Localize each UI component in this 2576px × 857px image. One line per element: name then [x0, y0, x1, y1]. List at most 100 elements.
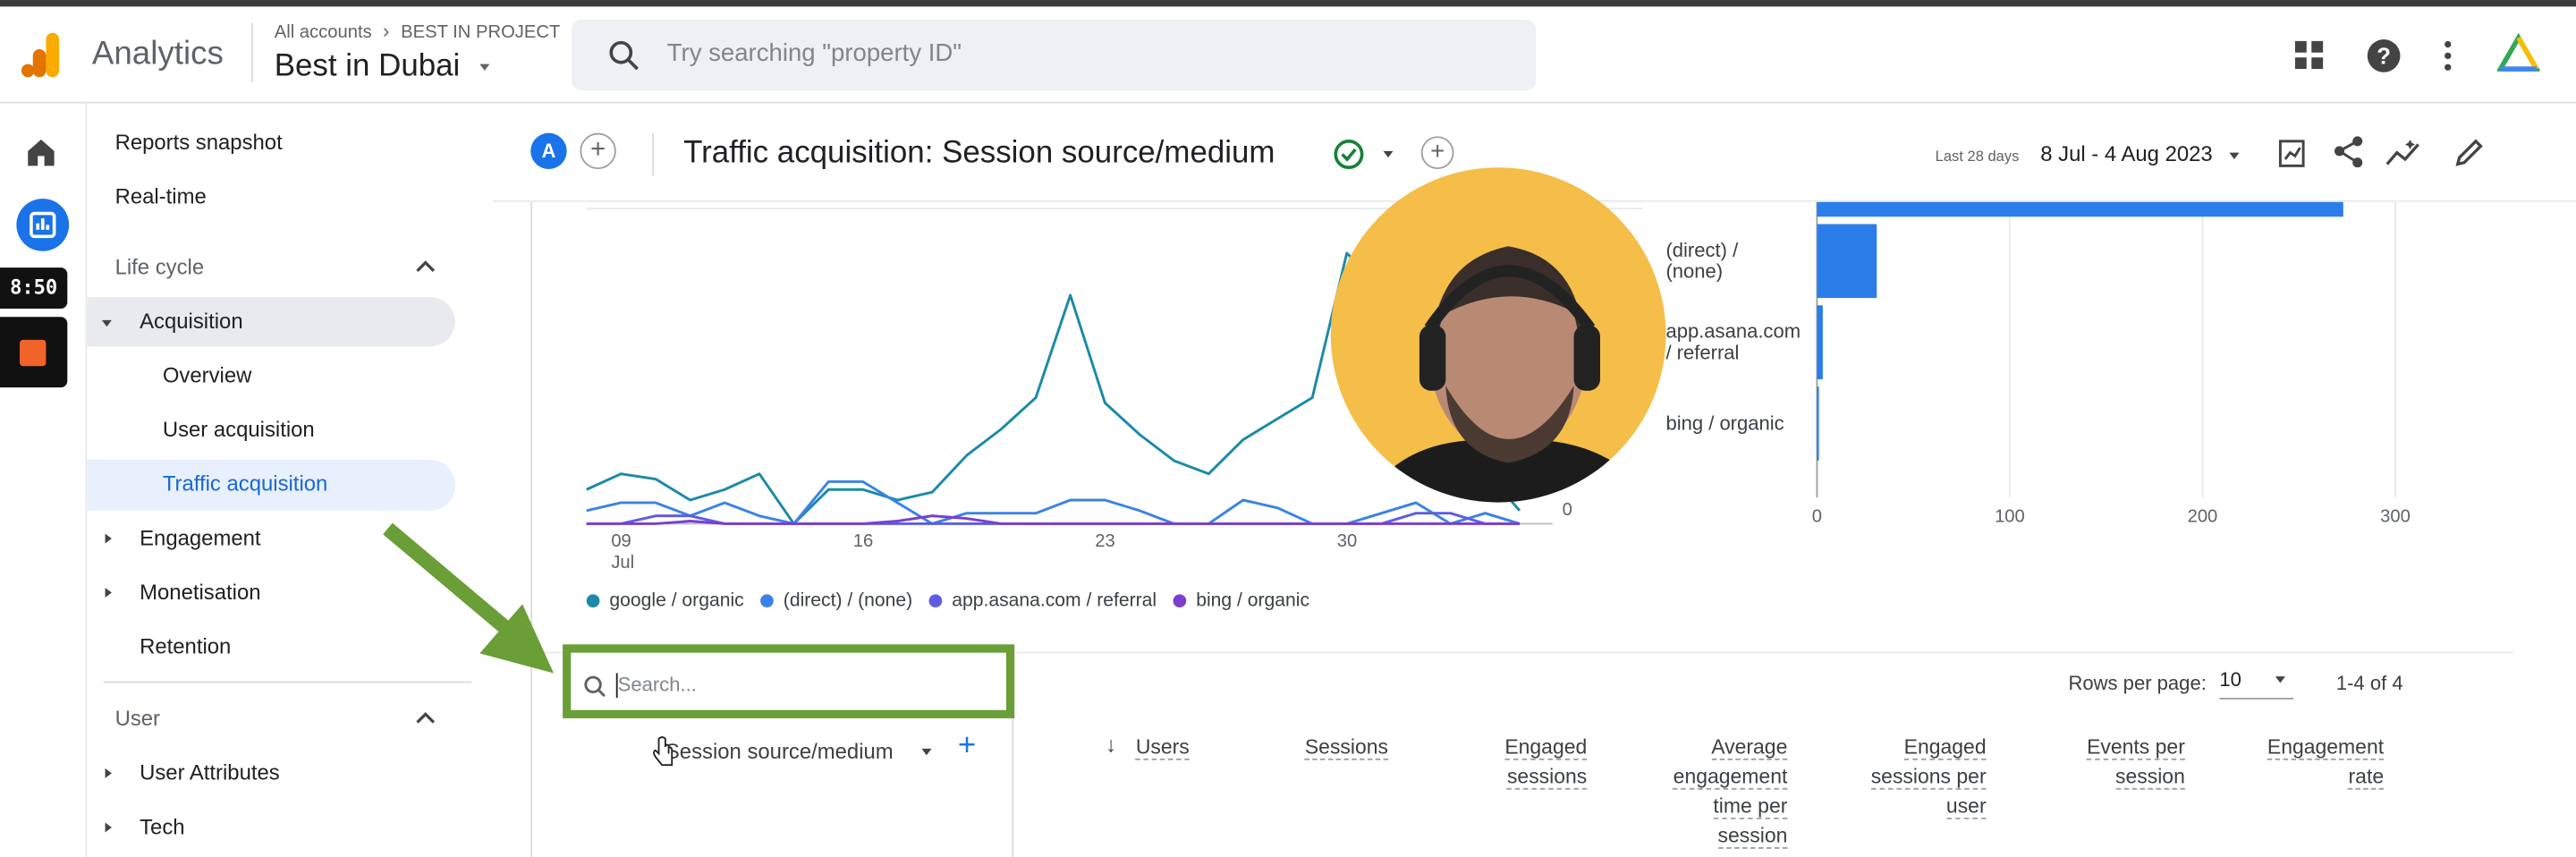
table-search[interactable]: Search...: [575, 657, 1005, 709]
nav-subitem-selected[interactable]: Traffic acquisition: [162, 471, 328, 496]
recording-timer: 8:50: [0, 267, 68, 310]
section-title[interactable]: User: [114, 706, 160, 731]
column-header[interactable]: Events per session: [2054, 733, 2185, 792]
divider: [652, 132, 655, 176]
breadcrumb-account[interactable]: All accounts: [274, 22, 372, 43]
nav-selected-bg: [87, 459, 455, 511]
apps-icon[interactable]: [2293, 39, 2326, 72]
y-tick-label: 0: [1563, 500, 1572, 520]
share-icon[interactable]: [2333, 134, 2366, 168]
legend-label: google / organic: [609, 590, 743, 610]
x-tick-label: 200: [2188, 506, 2218, 526]
search-box[interactable]: Try searching "property ID": [572, 20, 1537, 90]
column-title: Engaged sessions: [1504, 735, 1588, 790]
legend-swatch: [1173, 594, 1187, 608]
pagination: 1-4 of 4: [2335, 671, 2403, 695]
customize-icon[interactable]: [2277, 136, 2310, 169]
x-tick-label: 16: [853, 531, 873, 551]
status-icon[interactable]: [1333, 138, 1366, 171]
analytics-logo[interactable]: [20, 30, 65, 79]
add-button[interactable]: +: [1420, 136, 1454, 170]
section-title[interactable]: Life cycle: [114, 254, 205, 279]
sidebar: Reports snapshot Real-time Life cycle Ac…: [87, 103, 494, 857]
nav-item[interactable]: Retention: [140, 633, 232, 658]
column-divider: [1012, 716, 1014, 857]
insights-icon[interactable]: [2385, 136, 2421, 169]
nav-item[interactable]: Tech: [140, 814, 185, 839]
app-name: Analytics: [91, 36, 224, 72]
left-rail: 8:50: [0, 103, 88, 857]
x-tick-label: 300: [2380, 506, 2411, 526]
column-title: Average engagement time per session: [1673, 735, 1788, 849]
dimension-caret[interactable]: [921, 748, 932, 756]
dimension-header[interactable]: Session source/medium: [665, 738, 894, 764]
svg-text:?: ?: [2377, 45, 2391, 70]
mouse-cursor: [653, 736, 674, 767]
date-range[interactable]: 8 Jul - 4 Aug 2023: [2040, 140, 2213, 166]
column-title: Sessions: [1304, 735, 1389, 760]
bar: [1817, 224, 1877, 299]
sort-icon[interactable]: ↓: [1106, 732, 1117, 758]
column-header[interactable]: Engaged sessions per user: [1838, 733, 1987, 821]
add-comparison[interactable]: +: [580, 132, 616, 170]
more-icon[interactable]: [2441, 39, 2454, 72]
bar: [1817, 305, 1823, 379]
expand-icon[interactable]: [105, 822, 112, 833]
report-bar: A + Traffic acquisition: Session source/…: [493, 103, 2576, 202]
column-header[interactable]: Engagement rate: [2244, 733, 2385, 792]
column-title: Events per session: [2087, 735, 2185, 790]
home-icon[interactable]: [25, 136, 58, 169]
stop-recording[interactable]: [0, 317, 68, 388]
expand-icon[interactable]: [105, 533, 112, 544]
add-dimension[interactable]: +: [957, 728, 977, 764]
line-series: [586, 514, 1520, 525]
nav-link[interactable]: Real-time: [114, 183, 207, 209]
property-name[interactable]: Best in Dubai: [274, 49, 461, 84]
nav-subitem[interactable]: User acquisition: [162, 417, 315, 442]
legend-label: app.asana.com / referral: [952, 590, 1157, 610]
property-caret[interactable]: [479, 64, 490, 71]
search-placeholder: Try searching "property ID": [666, 39, 962, 68]
edit-icon[interactable]: [2453, 136, 2486, 169]
column-title: Users: [1135, 735, 1190, 760]
comparison-badge[interactable]: A: [530, 132, 567, 170]
x-tick-label: 0: [1812, 506, 1822, 526]
column-header[interactable]: Sessions: [1217, 733, 1389, 762]
nav-item[interactable]: Monetisation: [140, 579, 261, 605]
column-header[interactable]: Users: [1019, 733, 1190, 762]
title-caret[interactable]: [1383, 150, 1394, 158]
search-placeholder: Search...: [617, 673, 697, 697]
nav-link[interactable]: Reports snapshot: [114, 129, 283, 155]
nav-item[interactable]: Acquisition: [140, 309, 243, 334]
rows-caret[interactable]: [2275, 676, 2285, 683]
column-header[interactable]: Average engagement time per session: [1646, 733, 1788, 851]
window-strip: [0, 0, 2576, 7]
collapse-icon[interactable]: [416, 259, 436, 273]
column-title: Engagement rate: [2267, 735, 2385, 790]
nav-item[interactable]: User Attributes: [140, 759, 280, 785]
marketing-platform-icon[interactable]: [2496, 32, 2540, 76]
date-prefix: Last 28 days: [1935, 148, 2020, 165]
nav-subitem[interactable]: Overview: [162, 362, 252, 388]
reports-icon[interactable]: [15, 197, 71, 252]
help-icon[interactable]: ?: [2366, 38, 2402, 73]
date-caret[interactable]: [2229, 152, 2240, 160]
x-tick-label: 09 Jul: [611, 531, 634, 573]
search-icon: [584, 675, 606, 698]
webcam-overlay: [1330, 167, 1666, 503]
expand-icon[interactable]: [105, 768, 112, 778]
divider: [103, 681, 472, 683]
breadcrumb-project[interactable]: BEST IN PROJECT: [401, 22, 561, 43]
expand-icon[interactable]: [101, 319, 112, 327]
nav-item[interactable]: Engagement: [140, 525, 261, 550]
card-border: [530, 199, 533, 857]
collapse-icon[interactable]: [416, 711, 436, 725]
rows-per-page-value: 10: [2219, 667, 2241, 692]
column-header[interactable]: Engaged sessions: [1445, 733, 1588, 792]
divider: [530, 651, 2514, 654]
divider: [251, 22, 253, 82]
expand-icon[interactable]: [105, 588, 112, 598]
rows-per-page-select[interactable]: 10: [2219, 667, 2294, 700]
